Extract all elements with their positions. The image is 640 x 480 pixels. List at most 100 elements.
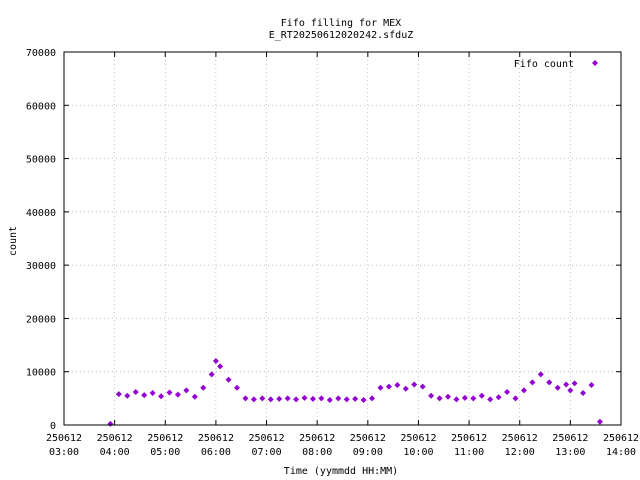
- data-point: [369, 395, 376, 402]
- legend-marker: [592, 60, 598, 66]
- data-point: [554, 384, 561, 391]
- data-point: [411, 381, 418, 388]
- data-point: [567, 387, 574, 394]
- x-tick-time-label: 03:00: [49, 447, 79, 458]
- x-tick-time-label: 07:00: [251, 447, 281, 458]
- data-point: [309, 395, 316, 402]
- data-point: [385, 383, 392, 390]
- y-tick-label: 60000: [26, 101, 56, 112]
- data-point: [402, 385, 409, 392]
- x-tick-time-label: 06:00: [201, 447, 231, 458]
- data-point: [537, 371, 544, 378]
- data-point: [234, 384, 241, 391]
- x-tick-date-label: 250612: [97, 433, 133, 444]
- data-point: [580, 390, 587, 397]
- legend-label: Fifo count: [514, 59, 574, 70]
- data-point: [428, 392, 435, 399]
- data-point: [107, 420, 114, 427]
- data-point: [444, 393, 451, 400]
- data-point: [504, 388, 511, 395]
- data-point: [284, 395, 291, 402]
- data-point: [301, 394, 308, 401]
- x-tick-date-label: 250612: [46, 433, 82, 444]
- plot-frame: [63, 51, 622, 426]
- data-point: [318, 395, 325, 402]
- data-point: [588, 382, 595, 389]
- y-tick-label: 20000: [26, 314, 56, 325]
- x-tick-date-label: 250612: [299, 433, 335, 444]
- y-axis-label: count: [8, 226, 19, 256]
- x-tick-time-label: 04:00: [100, 447, 130, 458]
- y-tick-label: 50000: [26, 155, 56, 166]
- data-point: [208, 371, 215, 378]
- data-point: [250, 396, 257, 403]
- x-tick-date-label: 250612: [400, 433, 436, 444]
- data-point: [377, 384, 384, 391]
- legend: Fifo count: [514, 59, 598, 70]
- x-tick-date-label: 250612: [198, 433, 234, 444]
- y-tick-label: 0: [50, 421, 56, 432]
- x-tick-date-label: 250612: [603, 433, 639, 444]
- data-point: [461, 394, 468, 401]
- data-point: [225, 376, 232, 383]
- x-tick-time-label: 11:00: [454, 447, 484, 458]
- data-point: [267, 396, 274, 403]
- axis-ticks: 0 10000 20000 30000 40000 50000 60000 70000 2506…: [26, 48, 639, 458]
- chart-subtitle: E_RT20250612020242.sfduZ: [269, 30, 414, 41]
- y-tick-label: 10000: [26, 368, 56, 379]
- data-point: [141, 392, 148, 399]
- data-point: [487, 396, 494, 403]
- data-point: [183, 387, 190, 394]
- data-point: [596, 418, 603, 425]
- x-tick-date-label: 250612: [552, 433, 588, 444]
- data-point: [495, 394, 502, 401]
- data-point: [529, 379, 536, 386]
- y-tick-label: 40000: [26, 208, 56, 219]
- y-tick-label: 70000: [26, 48, 56, 59]
- data-point: [191, 393, 198, 400]
- data-point: [419, 383, 426, 390]
- data-points: [107, 358, 603, 427]
- data-point: [259, 395, 266, 402]
- x-tick-time-label: 10:00: [403, 447, 433, 458]
- x-tick-date-label: 250612: [248, 433, 284, 444]
- data-point: [200, 384, 207, 391]
- x-tick-date-label: 250612: [350, 433, 386, 444]
- grid-lines: [64, 52, 621, 425]
- data-point: [343, 396, 350, 403]
- data-point: [149, 390, 156, 397]
- data-point: [242, 395, 249, 402]
- y-tick-label: 30000: [26, 261, 56, 272]
- data-point: [326, 396, 333, 403]
- data-point: [360, 396, 367, 403]
- x-tick-time-label: 05:00: [150, 447, 180, 458]
- x-tick-date-label: 250612: [502, 433, 538, 444]
- data-point: [563, 381, 570, 388]
- x-tick-date-label: 250612: [451, 433, 487, 444]
- x-axis-label: Time (yymmdd HH:MM): [284, 466, 398, 477]
- data-point: [335, 395, 342, 402]
- data-point: [520, 387, 527, 394]
- data-point: [436, 395, 443, 402]
- data-point: [512, 395, 519, 402]
- data-point: [470, 395, 477, 402]
- data-point: [546, 379, 553, 386]
- data-point: [212, 358, 219, 365]
- x-tick-date-label: 250612: [147, 433, 183, 444]
- x-tick-time-label: 08:00: [302, 447, 332, 458]
- data-point: [174, 391, 181, 398]
- data-point: [293, 396, 300, 403]
- data-point: [394, 382, 401, 389]
- data-point: [276, 395, 283, 402]
- x-tick-time-label: 14:00: [606, 447, 636, 458]
- data-point: [571, 380, 578, 387]
- data-point: [115, 391, 122, 398]
- x-tick-time-label: 13:00: [555, 447, 585, 458]
- data-point: [132, 388, 139, 395]
- data-point: [352, 395, 359, 402]
- data-point: [166, 389, 173, 396]
- chart-title: Fifo filling for MEX: [281, 18, 401, 29]
- data-point: [158, 393, 165, 400]
- data-point: [453, 396, 460, 403]
